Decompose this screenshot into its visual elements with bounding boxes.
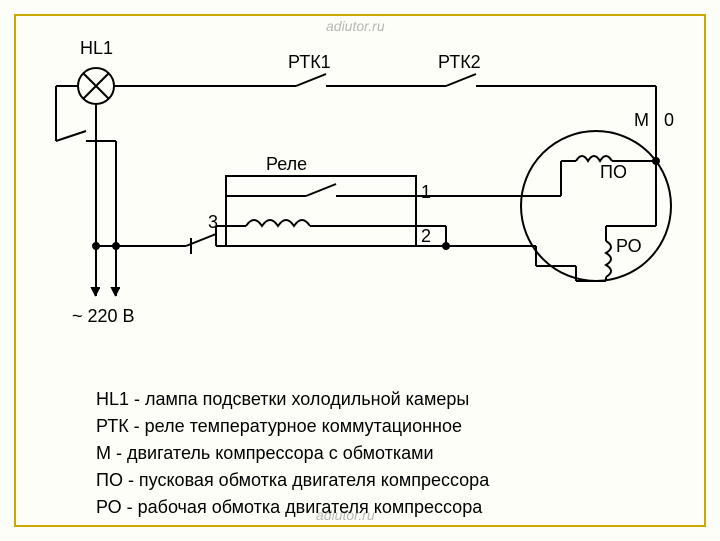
legend-line-3: М - двигатель компрессора с обмотками — [96, 440, 489, 467]
label-relay: Реле — [266, 154, 307, 175]
label-terminal-3: 3 — [208, 212, 218, 233]
label-voltage: ~ 220 В — [72, 306, 135, 327]
legend-line-2: РТК - реле температурное коммутационное — [96, 413, 489, 440]
diagram-frame: adiutor.ru adiutor.ru — [14, 14, 706, 527]
label-ro: РО — [616, 236, 642, 257]
legend-line-1: HL1 - лампа подсветки холодильной камеры — [96, 386, 489, 413]
label-ptk2: РТК2 — [438, 52, 481, 73]
label-po: ПО — [600, 162, 627, 183]
legend-line-4: ПО - пусковая обмотка двигателя компресс… — [96, 467, 489, 494]
label-zero: 0 — [664, 110, 674, 131]
label-hl1: HL1 — [80, 38, 113, 59]
label-ptk1: РТК1 — [288, 52, 331, 73]
legend: HL1 - лампа подсветки холодильной камеры… — [96, 386, 489, 521]
legend-line-5: РО - рабочая обмотка двигателя компрессо… — [96, 494, 489, 521]
label-terminal-2: 2 — [421, 226, 431, 247]
label-terminal-1: 1 — [421, 182, 431, 203]
label-m: М — [634, 110, 649, 131]
